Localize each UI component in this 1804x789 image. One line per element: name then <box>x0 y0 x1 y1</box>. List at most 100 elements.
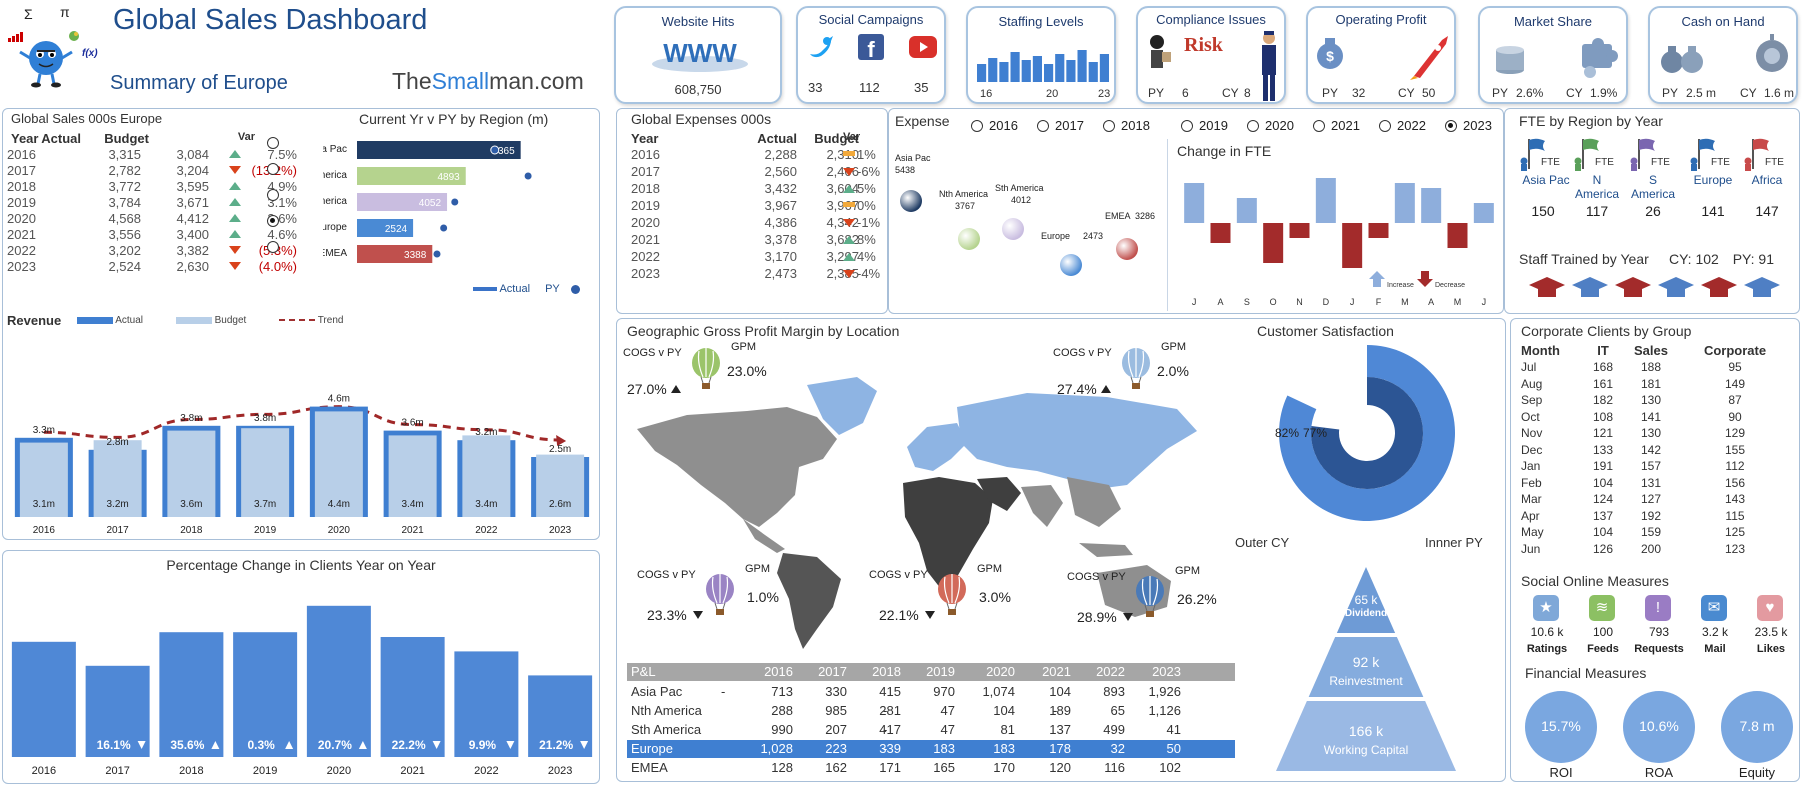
fte-region-n-america: FTE N America 117 <box>1571 135 1627 245</box>
sales-actual: 2,524 <box>108 259 141 274</box>
pl-cell: 288 <box>771 703 793 718</box>
radio-asia-pac[interactable] <box>267 137 279 149</box>
year-label: 2023 <box>1463 118 1492 133</box>
expense-bubble-value: 3767 <box>955 201 975 211</box>
expense-bubble <box>1116 238 1138 260</box>
fte-region-africa: FTE Africa 147 <box>1741 135 1797 245</box>
social-value: 3.2 k <box>1701 625 1728 639</box>
revenue-budget-label: 2.6m <box>549 499 571 510</box>
balloon-asia-pac: COGS v PY GPM 28.9% 26.2% <box>1067 565 1217 641</box>
corp-cell: 191 <box>1592 459 1614 473</box>
compliance-py-label: PY <box>1148 86 1165 100</box>
clients-bar <box>380 637 445 757</box>
legend-actual-swatch <box>77 316 113 324</box>
radio-year-2019[interactable] <box>1181 120 1193 132</box>
kpi-website-hits[interactable]: Website Hits WWW 608,750 <box>614 6 782 104</box>
expenses-actual: 2,473 <box>764 266 797 281</box>
arrow-down-icon <box>432 741 441 749</box>
radio-year-2022[interactable] <box>1379 120 1391 132</box>
pl-header-cell: 2017 <box>818 664 847 679</box>
gpm-value: 2.0% <box>1157 363 1189 379</box>
pl-row[interactable]: Asia Pac - 713 330 415 970 1,074 104 893 1,926 <box>627 683 1235 701</box>
balloon-europe: COGS v PY GPM 27.4% 2.0% <box>1053 341 1203 417</box>
sales-var: 3.6% <box>267 211 297 226</box>
clients-chart: 2016 16.1% 2017 35.6% 2018 0.3% 2019 20.7% 2020 2… <box>11 605 593 777</box>
sales-year: 2019 <box>7 195 36 210</box>
pl-row[interactable]: EMEA 128 162 171 165 170 120 116 102 <box>627 759 1235 777</box>
expense-bubble-value: 5438 <box>895 165 915 175</box>
year-label: 2021 <box>1331 118 1360 133</box>
radio-europe[interactable] <box>267 215 279 227</box>
kpi-staffing-levels[interactable]: Staffing Levels 16 20 23 <box>966 6 1116 104</box>
social-label: Ratings <box>1526 643 1568 655</box>
gpm-value: 26.2% <box>1177 591 1217 607</box>
kpi-cash-on-hand[interactable]: Cash on Hand PY 2.5 m CY 1.6 m <box>1648 6 1798 104</box>
expense-bubble <box>1060 254 1082 276</box>
expenses-year: 2018 <box>631 181 660 196</box>
clients-year-label: 2021 <box>400 765 424 777</box>
pyramid-label: Reinvestment <box>1329 674 1403 688</box>
corp-cell: 168 <box>1592 360 1614 374</box>
sales-budget: 3,595 <box>176 179 209 194</box>
pl-header-cell: 2016 <box>764 664 793 679</box>
compliance-cy-label: CY <box>1222 86 1239 100</box>
balloon-rope <box>1130 376 1134 384</box>
sales-budget: 2,630 <box>176 259 209 274</box>
pl-cell: 170 <box>993 760 1015 775</box>
map-south-asia <box>1021 485 1063 527</box>
sigma-symbol: Σ <box>24 6 33 22</box>
fte-change-bar <box>1421 188 1442 223</box>
kpi-operating-profit[interactable]: Operating Profit $ PY 32 CY 50 <box>1306 6 1456 104</box>
pl-row[interactable]: Sth America 990 207 417- 47 81 137 499 41 <box>627 721 1235 739</box>
region-bar-label: 7365 <box>492 146 515 157</box>
pl-row[interactable]: Europe 1,028 223 339- 183 183 178 32 50 <box>627 740 1235 758</box>
world-map <box>637 377 1197 649</box>
pl-row[interactable]: Nth America 288 985 281-47 104 189-65 1,126 <box>627 702 1235 720</box>
flag-icon <box>1690 138 1715 171</box>
radio-year-2020[interactable] <box>1247 120 1259 132</box>
flat-icon <box>843 151 855 156</box>
radio-year-2016[interactable] <box>971 120 983 132</box>
staffing-bar <box>1055 54 1065 82</box>
corp-cell: 188 <box>1640 360 1662 374</box>
radio-sth-america[interactable] <box>267 189 279 201</box>
expenses-actual: 3,967 <box>764 198 797 213</box>
brand-link[interactable]: TheSmallman.com <box>392 68 584 95</box>
arrow-up-icon <box>229 230 241 238</box>
fte-month-label: M <box>1401 297 1409 307</box>
flat-icon <box>843 202 855 207</box>
facebook-icon: f <box>858 34 884 62</box>
expenses-budget: 2,310 <box>799 147 859 162</box>
map-east-asia <box>1067 477 1121 527</box>
sales-actual: 3,784 <box>108 195 141 210</box>
expense-bubble-chart: Asia Pac 5438 Nth America 3767 Sth America 40… <box>895 153 1155 276</box>
pl-cell: 415 <box>879 684 901 699</box>
header-icons: Σ π f(x) <box>6 4 101 90</box>
profit-py-label: PY <box>1322 86 1339 100</box>
profit-cy-label: CY <box>1398 86 1415 100</box>
social-mail-icon: ✉ <box>1701 595 1727 621</box>
legend-py-marker <box>570 284 580 294</box>
staffing-bar <box>1099 54 1109 82</box>
staffing-bar <box>1021 60 1031 82</box>
kpi-market-share[interactable]: Market Share PY 2.6% CY 1.9% <box>1478 6 1628 104</box>
kpi-compliance-issues[interactable]: Compliance Issues Risk PY 6 CY 8 <box>1136 6 1286 104</box>
revenue-title: Revenue <box>7 313 62 328</box>
revenue-legend: Actual Budget Trend <box>77 315 343 326</box>
balloon-rope <box>700 376 704 384</box>
expense-bubble <box>958 228 980 250</box>
radio-emea[interactable] <box>267 241 279 253</box>
radio-year-2017[interactable] <box>1037 120 1049 132</box>
expenses-var: -4% <box>857 266 881 281</box>
revenue-actual-label: 3.6m <box>402 418 424 429</box>
radio-year-2023[interactable] <box>1445 120 1457 132</box>
radio-nth-america[interactable] <box>267 163 279 175</box>
expenses-var: 1% <box>857 147 876 162</box>
flag-icon <box>1574 138 1599 171</box>
kpi-social-campaigns[interactable]: Social Campaigns f 33 112 35 <box>796 6 946 104</box>
radio-year-2018[interactable] <box>1103 120 1115 132</box>
pyramid-level <box>1276 701 1456 771</box>
radio-year-2021[interactable] <box>1313 120 1325 132</box>
region-py-marker <box>523 171 533 181</box>
region-bar <box>357 219 414 237</box>
